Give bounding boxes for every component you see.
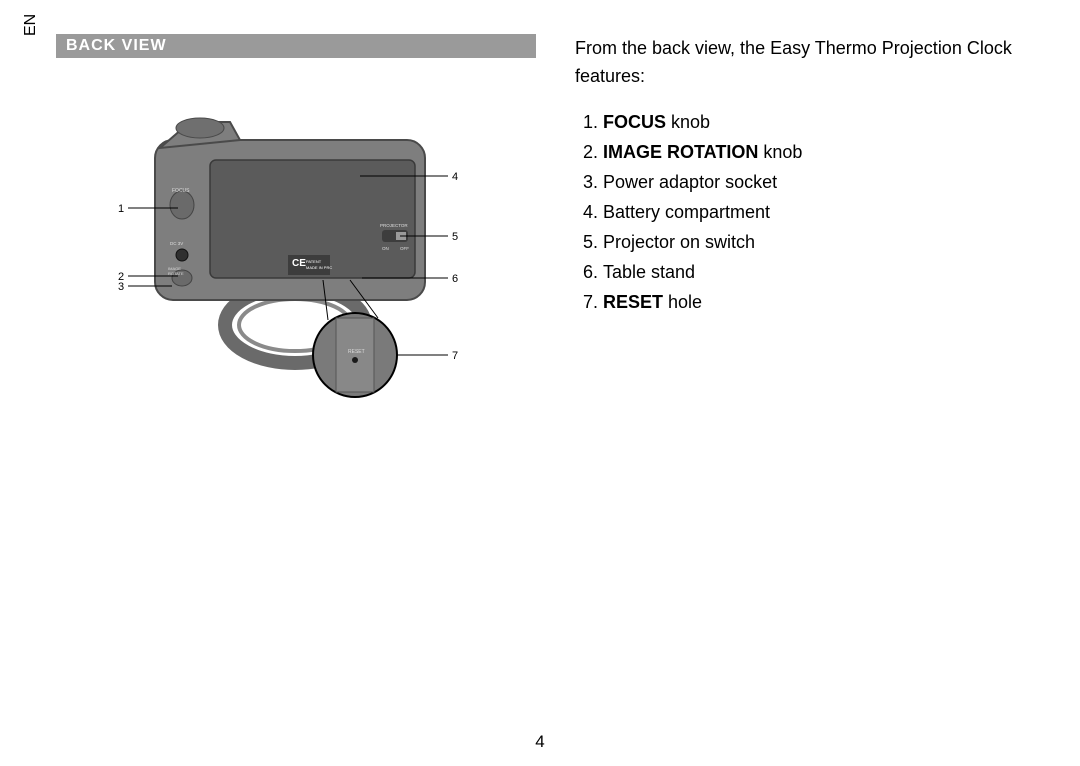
feature-item-1: FOCUS knob [603,108,1035,136]
patent-label: PATENT [306,259,322,264]
back-view-figure: FOCUS DC 3V IMAGE ROTATE CE PATENT MADE … [100,100,480,420]
language-tab: EN [22,14,40,36]
callout-1: 1 [118,203,124,215]
feature-3-rest: Power adaptor socket [603,172,777,192]
device-diagram-svg: FOCUS DC 3V IMAGE ROTATE CE PATENT MADE … [100,100,480,420]
feature-item-3: Power adaptor socket [603,168,1035,196]
feature-1-bold: FOCUS [603,112,666,132]
feature-item-7: RESET hole [603,288,1035,316]
callout-6: 6 [452,273,458,285]
section-header: BACK VIEW [56,34,536,58]
off-label: OFF [400,246,409,251]
feature-2-rest: knob [758,142,802,162]
callout-4: 4 [452,171,458,183]
feature-7-rest: hole [663,292,702,312]
feature-1-rest: knob [666,112,710,132]
callout-7: 7 [452,350,458,362]
callout-5: 5 [452,231,458,243]
ce-mark: CE [292,258,306,269]
section-title-text: BACK VIEW [66,37,167,54]
feature-7-bold: RESET [603,292,663,312]
feature-item-6: Table stand [603,258,1035,286]
reset-label: RESET [348,349,365,355]
imgrot-label2: ROTATE [168,271,184,276]
feature-item-4: Battery compartment [603,198,1035,226]
feature-item-2: IMAGE ROTATION knob [603,138,1035,166]
feature-2-bold: IMAGE ROTATION [603,142,758,162]
device-body: FOCUS DC 3V IMAGE ROTATE CE PATENT MADE … [155,118,425,300]
on-label: ON [382,246,389,251]
dc-label: DC 3V [170,241,183,246]
feature-4-rest: Battery compartment [603,202,770,222]
page-number: 4 [0,732,1080,752]
feature-5-rest: Projector on switch [603,232,755,252]
features-list: FOCUS knob IMAGE ROTATION knob Power ada… [575,108,1035,316]
intro-text: From the back view, the Easy Thermo Proj… [575,34,1035,90]
focus-label: FOCUS [172,188,190,194]
madein-label: MADE IN PRC [306,265,332,270]
projector-label: PROJECTOR [380,223,408,228]
feature-6-rest: Table stand [603,262,695,282]
callout-3: 3 [118,281,124,293]
feature-item-5: Projector on switch [603,228,1035,256]
right-column: From the back view, the Easy Thermo Proj… [575,34,1035,318]
